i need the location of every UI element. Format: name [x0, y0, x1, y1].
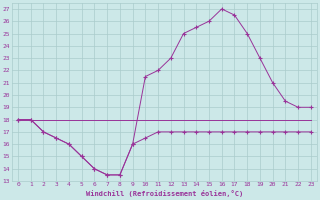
X-axis label: Windchill (Refroidissement éolien,°C): Windchill (Refroidissement éolien,°C)	[86, 190, 243, 197]
